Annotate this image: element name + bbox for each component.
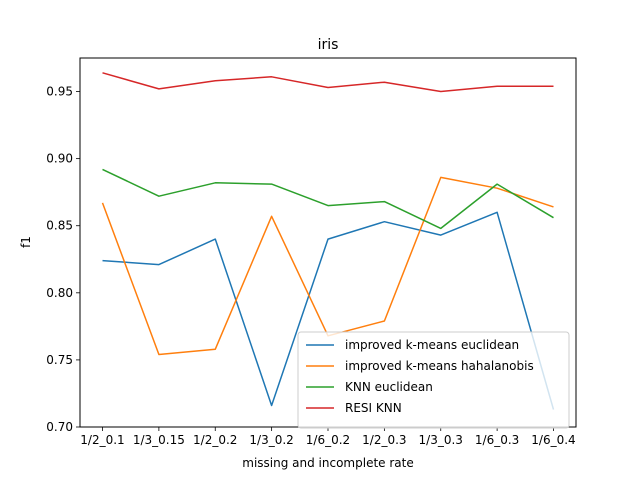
x-tick-label: 1/6_0.4 [531, 433, 575, 447]
x-tick-label: 1/2_0.2 [193, 433, 237, 447]
legend-label: RESI KNN [345, 401, 402, 415]
y-tick-label: 0.85 [46, 219, 73, 233]
legend-label: improved k-means euclidean [345, 338, 519, 352]
y-axis: 0.70 0.75 0.80 0.85 0.90 0.95 [46, 85, 80, 434]
chart-title: iris [318, 37, 339, 53]
y-axis-label: f1 [19, 236, 33, 248]
y-tick-label: 0.80 [46, 286, 73, 300]
legend-label: KNN euclidean [345, 380, 433, 394]
y-tick-label: 0.95 [46, 85, 73, 99]
x-tick-label: 1/3_0.3 [419, 433, 463, 447]
legend-label: improved k-means hahalanobis [345, 359, 534, 373]
x-axis: 1/2_0.1 1/3_0.15 1/2_0.2 1/3_0.2 1/6_0.2 1/2_… [80, 427, 576, 447]
legend: improved k-means euclidean improved k-mea… [297, 331, 570, 429]
x-tick-label: 1/2_0.3 [362, 433, 406, 447]
y-tick-label: 0.75 [46, 353, 73, 367]
y-tick-label: 0.90 [46, 152, 73, 166]
x-tick-label: 1/2_0.1 [80, 433, 124, 447]
x-tick-label: 1/6_0.3 [475, 433, 519, 447]
x-tick-label: 1/3_0.2 [249, 433, 293, 447]
x-axis-label: missing and incomplete rate [242, 456, 413, 470]
x-tick-label: 1/3_0.15 [133, 433, 185, 447]
legend-box [297, 331, 570, 429]
y-tick-label: 0.70 [46, 420, 73, 434]
x-tick-label: 1/6_0.2 [306, 433, 350, 447]
